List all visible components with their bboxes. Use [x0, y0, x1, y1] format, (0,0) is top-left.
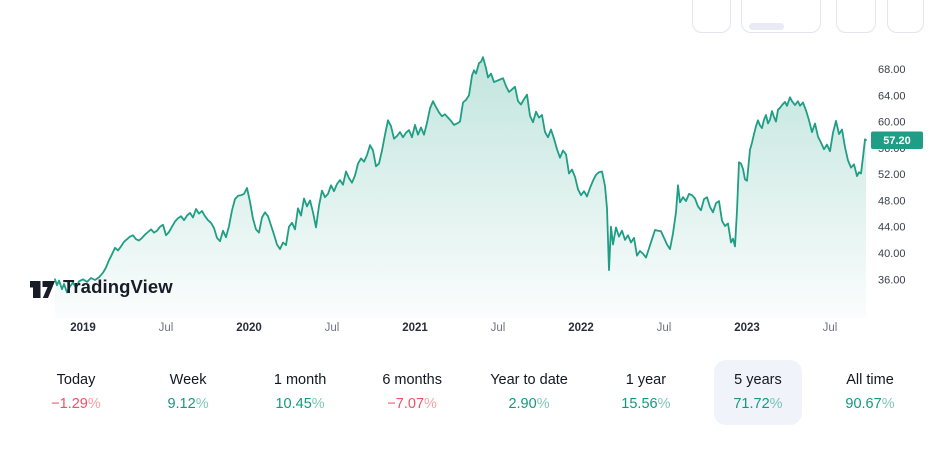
toolbar-button-1[interactable]: [692, 0, 731, 33]
range-tab-change-value: 71.72%: [733, 396, 783, 412]
range-tab-label: Year to date: [490, 372, 568, 388]
brand-text: TradingView: [63, 276, 173, 297]
x-axis-tick-label: Jul: [823, 322, 838, 334]
range-tab-6-months[interactable]: 6 months −7.07%: [368, 360, 456, 425]
x-axis-tick-label: 2020: [236, 322, 262, 334]
tradingview-logo-icon: [29, 274, 56, 300]
range-tab-1-year[interactable]: 1 year 15.56%: [602, 360, 690, 425]
x-axis-tick-label: 2019: [70, 322, 96, 334]
range-tab-change-value: 90.67%: [845, 396, 895, 412]
range-tab-label: 5 years: [734, 372, 782, 388]
current-price-label: 57.20: [883, 135, 911, 147]
x-axis-tick-label: 2021: [402, 322, 428, 334]
toolbar-button-4[interactable]: [887, 0, 924, 33]
range-tabs: Today −1.29% Week 9.12% 1 month 10.45% 6 month…: [32, 360, 914, 425]
toolbar-button-3[interactable]: [836, 0, 876, 33]
range-tab-change-value: 9.12%: [167, 396, 209, 412]
range-tab-5-years[interactable]: 5 years 71.72%: [713, 360, 802, 425]
y-axis-tick-label: 48.00: [878, 195, 906, 207]
x-axis-tick-label: 2022: [568, 322, 594, 334]
y-axis-tick-label: 64.00: [878, 90, 906, 102]
x-axis-tick-label: Jul: [491, 322, 506, 334]
range-tab-week[interactable]: Week 9.12%: [144, 360, 232, 425]
y-axis-tick-label: 68.00: [878, 64, 906, 76]
toolbar-button-2[interactable]: [741, 0, 821, 33]
y-axis-tick-label: 52.00: [878, 169, 906, 181]
x-axis-tick-label: Jul: [325, 322, 340, 334]
y-axis-tick-label: 40.00: [878, 248, 906, 260]
range-tab-change-value: −7.07%: [387, 396, 437, 412]
range-tab-label: 6 months: [382, 372, 442, 388]
range-tab-change-value: 2.90%: [508, 396, 550, 412]
range-tab-label: 1 year: [625, 372, 667, 388]
x-axis-tick-label: 2023: [734, 322, 760, 334]
y-axis-tick-label: 44.00: [878, 222, 906, 234]
range-tab-label: Today: [56, 372, 96, 388]
range-tab-label: Week: [169, 372, 207, 388]
y-axis-tick-label: 60.00: [878, 117, 906, 129]
area-fill: [55, 57, 866, 318]
price-line: [54, 56, 867, 294]
x-axis-tick-label: Jul: [657, 322, 672, 334]
range-tab-year-to-date[interactable]: Year to date 2.90%: [480, 360, 578, 425]
price-chart[interactable]: 36.0040.0044.0048.0052.0056.0060.0064.00…: [0, 0, 934, 345]
range-tab-change-value: 10.45%: [275, 396, 325, 412]
range-tab-1-month[interactable]: 1 month 10.45%: [256, 360, 344, 425]
range-tab-all-time[interactable]: All time 90.67%: [826, 360, 914, 425]
range-tab-change-value: −1.29%: [51, 396, 101, 412]
toolbar-button-accent: [749, 23, 784, 30]
current-price-badge: [871, 131, 923, 149]
range-tab-today[interactable]: Today −1.29%: [32, 360, 120, 425]
y-axis-tick-label: 36.00: [878, 274, 906, 286]
range-tab-label: All time: [846, 372, 894, 388]
x-axis-tick-label: Jul: [159, 322, 174, 334]
tradingview-logo[interactable]: TradingView: [29, 274, 173, 300]
range-tab-change-value: 15.56%: [621, 396, 671, 412]
range-tab-label: 1 month: [273, 372, 327, 388]
